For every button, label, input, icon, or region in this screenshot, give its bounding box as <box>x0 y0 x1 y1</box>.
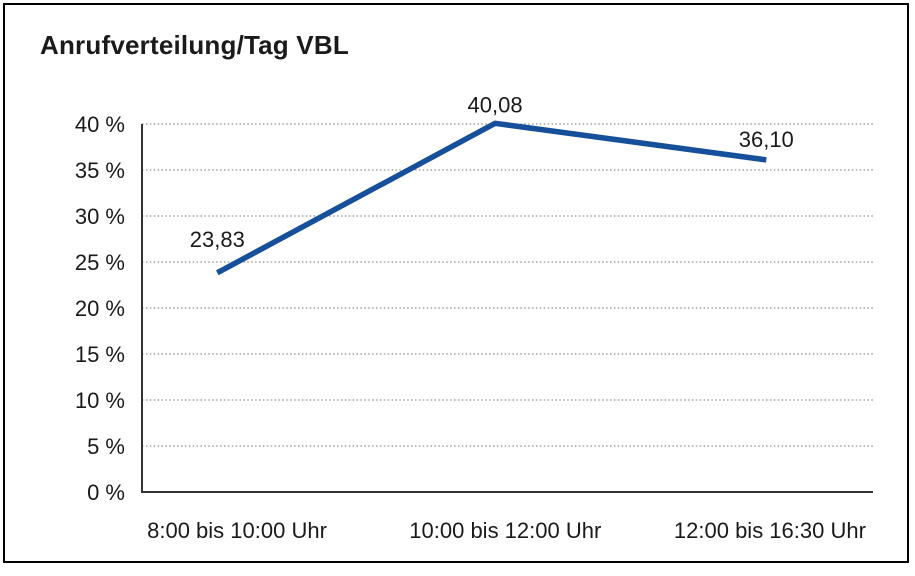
y-axis-tick-label: 40 % <box>75 112 125 137</box>
y-axis-tick-label: 5 % <box>87 434 125 459</box>
y-axis-tick-label: 30 % <box>75 204 125 229</box>
y-axis-tick-label: 10 % <box>75 388 125 413</box>
x-axis-category-label: 12:00 bis 16:30 Uhr <box>674 518 866 543</box>
y-axis-tick-label: 0 % <box>87 480 125 505</box>
x-axis-category-label: 10:00 bis 12:00 Uhr <box>409 518 601 543</box>
y-axis-tick-label: 15 % <box>75 342 125 367</box>
data-point-label: 23,83 <box>190 227 245 252</box>
data-series-line <box>215 120 767 276</box>
data-point-label: 36,10 <box>739 127 794 152</box>
page-border-frame <box>3 3 909 563</box>
x-axis-category-label: 8:00 bis 10:00 Uhr <box>147 518 327 543</box>
chart-title: Anrufverteilung/Tag VBL <box>40 30 349 60</box>
y-axis-tick-label: 25 % <box>75 250 125 275</box>
data-point-label: 40,08 <box>468 92 523 117</box>
y-axis-tick-label: 35 % <box>75 158 125 183</box>
y-axis-tick-label: 20 % <box>75 296 125 321</box>
